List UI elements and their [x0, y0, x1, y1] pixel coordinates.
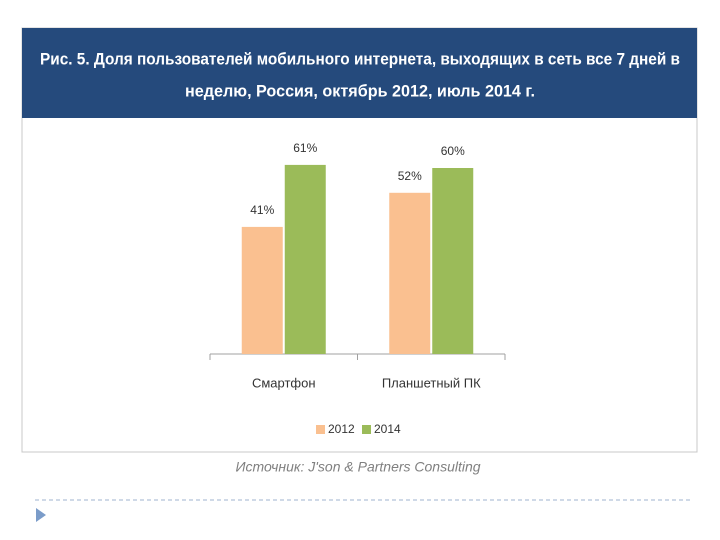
value-label: 52%: [398, 169, 422, 183]
legend-label: 2014: [374, 422, 401, 436]
chart-title: неделю, Россия, октябрь 2012, июль 2014 …: [185, 81, 535, 100]
x-tick-label: Планшетный ПК: [382, 375, 481, 390]
bar: [284, 164, 326, 354]
value-label: 61%: [293, 141, 317, 155]
legend-swatch: [316, 425, 325, 434]
chart-title: Рис. 5. Доля пользователей мобильного ин…: [40, 49, 680, 68]
value-label: 60%: [441, 144, 465, 158]
value-label: 41%: [250, 203, 274, 217]
bar: [389, 192, 431, 354]
bullet: [36, 508, 46, 522]
legend-swatch: [362, 425, 371, 434]
bar: [432, 168, 474, 354]
bar: [241, 226, 283, 354]
x-tick-label: Смартфон: [252, 375, 316, 390]
legend-label: 2012: [328, 422, 355, 436]
source-note: Источник: J'son & Partners Consulting: [235, 459, 480, 475]
title-band: [22, 28, 697, 118]
